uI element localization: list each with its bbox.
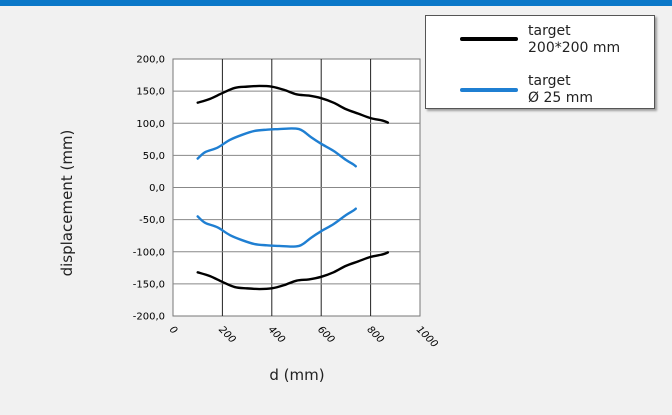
y-tick-label: -200,0 [133, 312, 165, 323]
grid-lines [173, 59, 420, 316]
series-line-0 [196, 84, 390, 124]
y-tick-label: 0,0 [149, 183, 165, 194]
series-line-2 [196, 127, 357, 168]
x-tick-label: 1000 [414, 324, 440, 350]
legend-swatch-blue [460, 88, 518, 92]
y-tick-labels: 200,0 150,0 100,0 50,0 0,0 -50,0 -100,0 -150,0 -… [133, 55, 165, 323]
x-tick-label: 200 [216, 324, 237, 345]
x-tick-labels: 0 200 400 600 800 1000 [167, 324, 440, 350]
x-tick-label: 0 [167, 324, 179, 336]
x-tick-label: 800 [364, 324, 385, 345]
series-line-1 [196, 251, 390, 291]
x-tick-label: 400 [266, 324, 287, 345]
x-axis-title: d (mm) [269, 366, 324, 384]
series-line-3 [196, 207, 357, 248]
y-tick-label: 50,0 [143, 151, 165, 162]
x-tick-label: 600 [315, 324, 336, 345]
y-tick-label: -100,0 [133, 247, 165, 258]
y-tick-label: 100,0 [136, 119, 165, 130]
y-tick-label: -50,0 [139, 215, 165, 226]
y-tick-label: -150,0 [133, 279, 165, 290]
legend-label-black: target 200*200 mm [528, 23, 621, 56]
legend-swatch-black [460, 37, 518, 41]
legend: target 200*200 mm target Ø 25 mm [425, 15, 655, 109]
series-lines [196, 84, 390, 291]
header-accent-bar [0, 0, 672, 6]
legend-label-blue: target Ø 25 mm [528, 73, 594, 106]
y-tick-label: 200,0 [136, 55, 165, 66]
y-axis-title: displacement (mm) [58, 130, 76, 277]
y-tick-label: 150,0 [136, 87, 165, 98]
